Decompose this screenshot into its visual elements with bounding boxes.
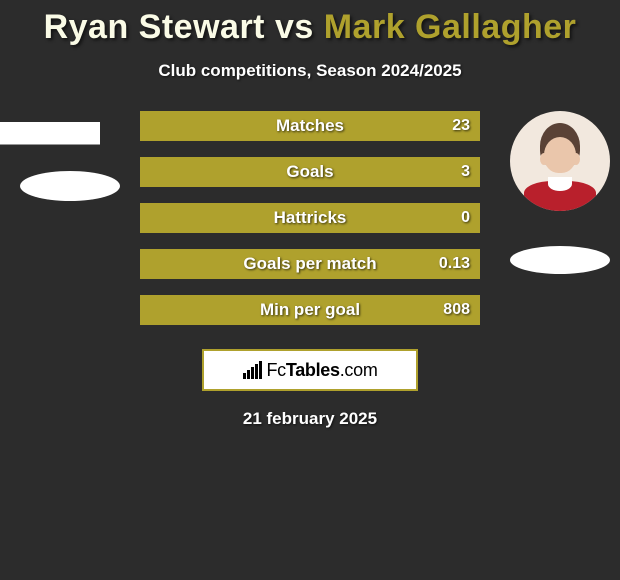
stat-bar: Goals per match0.13 — [140, 249, 480, 279]
brand-badge: FcTables.com — [202, 349, 418, 391]
bar-player2-fill — [140, 111, 480, 141]
player2-avatar — [510, 111, 610, 211]
page-title: Ryan Stewart vs Mark Gallagher — [0, 0, 620, 47]
stat-bar: Matches23 — [140, 111, 480, 141]
brand-text: FcTables.com — [266, 360, 377, 381]
bar-player2-fill — [140, 203, 480, 233]
bar-player2-fill — [140, 157, 480, 187]
brand-bold: Tables — [286, 360, 340, 380]
player1-avatar-shape-top — [0, 122, 100, 145]
subtitle: Club competitions, Season 2024/2025 — [0, 61, 620, 81]
bar-player2-fill — [140, 249, 480, 279]
comparison-chart: Matches23 Goals3 Hattricks0 Goals per match… — [0, 111, 620, 331]
player2-name: Mark Gallagher — [324, 8, 577, 46]
stat-bar: Min per goal808 — [140, 295, 480, 325]
brand-suffix: .com — [340, 360, 378, 380]
player1-avatar-shape-bottom — [20, 171, 120, 201]
snapshot-date: 21 february 2025 — [0, 409, 620, 429]
vs-text: vs — [275, 8, 314, 46]
stat-bar: Goals3 — [140, 157, 480, 187]
stat-bar: Hattricks0 — [140, 203, 480, 233]
player1-name: Ryan Stewart — [44, 8, 265, 46]
bar-player2-fill — [140, 295, 480, 325]
stat-bars: Matches23 Goals3 Hattricks0 Goals per match… — [140, 111, 480, 341]
brand-light: Fc — [266, 360, 285, 380]
brand-chart-icon — [242, 361, 264, 379]
player2-team-pill — [510, 246, 610, 274]
